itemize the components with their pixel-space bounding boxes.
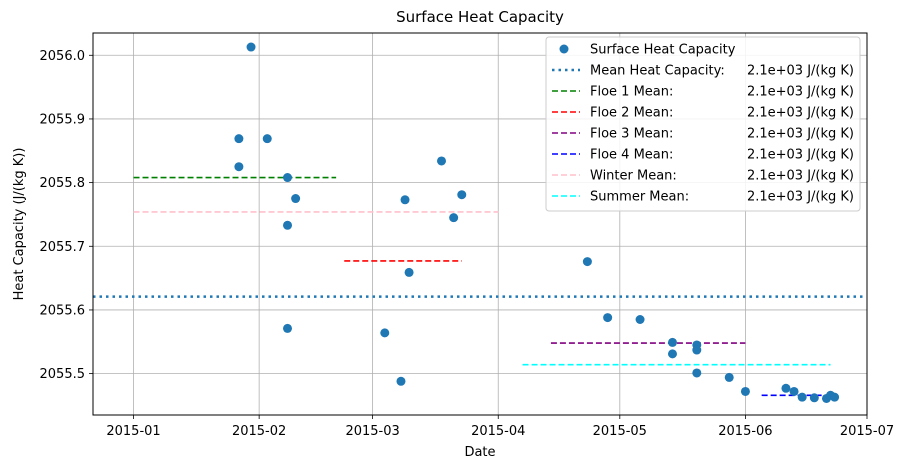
data-point [283,173,293,183]
data-point [404,267,414,277]
legend-value: 2.1e+03 J/(kg K) [747,64,854,79]
legend-value: 2.1e+03 J/(kg K) [747,106,854,121]
y-tick-label: 2056.0 [40,49,86,64]
x-tick-label: 2015-06 [718,424,772,439]
legend-label: Floe 3 Mean: [590,127,673,142]
legend-label: Floe 1 Mean: [590,85,673,100]
data-point [809,393,819,403]
x-tick-label: 2015-07 [840,424,894,439]
legend-value: 2.1e+03 J/(kg K) [747,148,854,163]
data-point [789,386,799,396]
data-point [246,42,256,52]
data-point [692,345,702,355]
legend-value: 2.1e+03 J/(kg K) [747,85,854,100]
x-tick-label: 2015-03 [345,424,399,439]
y-tick-label: 2055.7 [40,240,86,255]
x-tick-label: 2015-05 [593,424,647,439]
legend-label: Winter Mean: [590,169,677,184]
legend-value: 2.1e+03 J/(kg K) [747,169,854,184]
data-point [234,134,244,144]
data-point [582,257,592,267]
plot-frame [92,32,868,416]
legend-label: Mean Heat Capacity: [590,64,725,79]
x-axis-ticks: 2015-01 2015-02 2015-03 2015-04 2015-05 2015-… [106,415,894,439]
data-point [603,313,613,323]
x-axis-label: Date [464,445,495,460]
legend-box [545,36,861,212]
legend-label: Surface Heat Capacity [590,43,736,58]
legend-label: Floe 2 Mean: [590,106,673,121]
data-point [283,323,293,333]
legend-label: Floe 4 Mean: [590,148,673,163]
data-point [781,383,791,393]
data-point [457,190,467,200]
data-point [291,194,301,204]
x-tick-label: 2015-02 [232,424,286,439]
data-point [234,162,244,172]
data-point [667,337,677,347]
data-point [740,386,750,396]
data-point [830,392,840,402]
legend-value: 2.1e+03 J/(kg K) [747,190,854,205]
data-point [400,195,410,205]
y-axis-label: Heat Capacity (J/(kg K)) [12,148,27,301]
data-point [437,156,447,166]
x-tick-label: 2015-01 [106,424,160,439]
data-point [396,376,406,386]
mean-lines [93,176,867,397]
data-point [283,220,293,230]
data-point [380,328,390,338]
y-tick-label: 2055.5 [40,367,86,382]
data-points [234,42,840,403]
x-tick-label: 2015-04 [471,424,525,439]
data-point [667,349,677,359]
data-point [262,134,272,144]
legend: Surface Heat Capacity Mean Heat Capacity:… [545,36,861,212]
data-point [449,213,459,223]
data-point [797,392,807,402]
legend-marker [559,44,569,54]
y-tick-label: 2055.9 [40,112,86,127]
y-tick-label: 2055.8 [40,176,86,191]
data-point [635,315,645,324]
y-tick-label: 2055.6 [40,303,86,318]
y-axis-ticks: 2055.5 2055.6 2055.7 2055.8 2055.9 2056.0 [40,49,93,382]
legend-value: 2.1e+03 J/(kg K) [747,127,854,142]
legend-label: Summer Mean: [590,190,689,205]
data-point [692,368,702,378]
chart-title: Surface Heat Capacity [396,8,564,26]
data-point [724,372,734,382]
